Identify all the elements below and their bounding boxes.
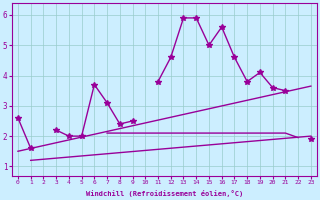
X-axis label: Windchill (Refroidissement éolien,°C): Windchill (Refroidissement éolien,°C) <box>86 190 243 197</box>
